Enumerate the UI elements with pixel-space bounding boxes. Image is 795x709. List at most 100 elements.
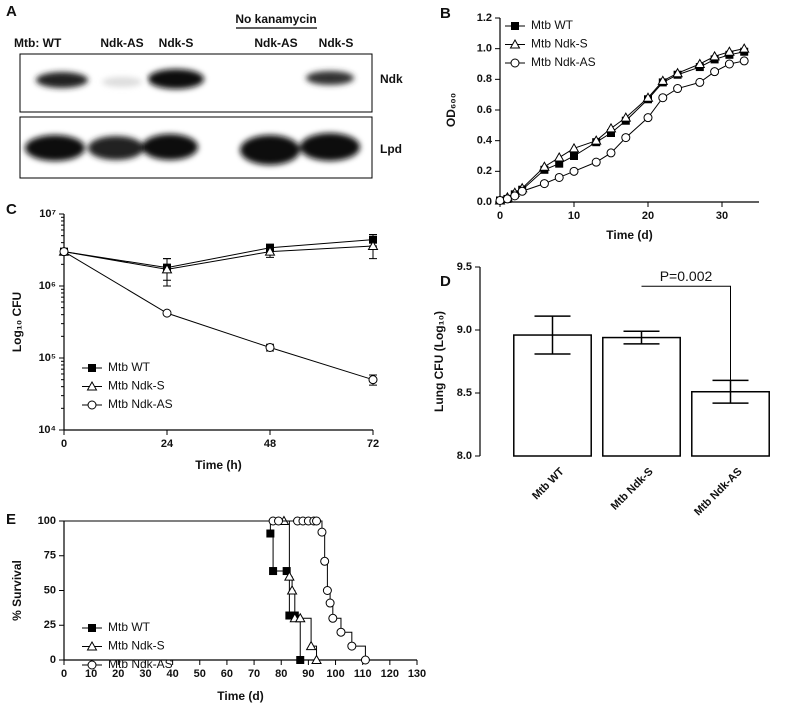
marker (510, 191, 520, 201)
x-axis-label: Time (h) (195, 458, 241, 472)
y-tick-label: 0 (50, 654, 56, 666)
error-bar (623, 330, 660, 345)
marker (539, 179, 549, 189)
marker (265, 342, 275, 352)
marker (539, 161, 550, 171)
significance-bracket (641, 285, 731, 381)
legend-label: Mtb WT (531, 18, 574, 32)
y-tick-label: 1.2 (477, 12, 492, 24)
y-tick-label: 10⁵ (39, 352, 56, 364)
band (25, 135, 85, 161)
legend-marker (87, 400, 97, 410)
marker (161, 263, 173, 274)
marker (336, 627, 346, 637)
lane-label: Ndk-S (319, 36, 354, 50)
series-line (499, 51, 745, 201)
panel-label: B (440, 5, 451, 22)
y-tick-label: 9.5 (457, 261, 472, 273)
y-tick-label: 25 (44, 619, 56, 631)
x-tick-label: 110 (354, 668, 372, 680)
series-line (63, 239, 374, 269)
marker (724, 59, 734, 69)
marker (495, 195, 505, 205)
marker (317, 527, 327, 537)
y-tick-label: 8.5 (457, 387, 472, 399)
x-tick-label: 10 (85, 668, 97, 680)
marker (568, 142, 580, 153)
legend-label: Mtb Ndk-S (108, 379, 165, 393)
marker (710, 67, 720, 77)
legend-label: Mtb Ndk-AS (531, 55, 596, 69)
y-tick-label: 0.0 (477, 196, 492, 208)
x-tick-label: 0 (497, 210, 503, 222)
y-tick-label: 0.2 (477, 165, 492, 177)
blot-panel: A Mtb: WT Ndk-AS Ndk-S No kanamycin Ndk-… (6, 3, 403, 179)
y-tick-label: 75 (44, 550, 56, 562)
marker (694, 58, 706, 68)
y-tick-label: 9.0 (457, 324, 472, 336)
marker (284, 571, 295, 581)
marker (274, 516, 284, 526)
x-tick-label: 120 (381, 668, 399, 680)
marker (282, 567, 291, 576)
y-tick-label: 0.8 (477, 73, 492, 85)
y-tick-label: 100 (38, 515, 56, 527)
x-tick-label: 40 (166, 668, 178, 680)
marker (367, 240, 379, 250)
marker (620, 112, 632, 122)
marker (311, 654, 322, 664)
marker (657, 75, 669, 85)
marker (325, 598, 335, 608)
marker (606, 148, 616, 158)
x-tick-label: 48 (264, 438, 276, 450)
marker (554, 172, 564, 182)
x-tick-label: Mtb Ndk-S (609, 466, 656, 513)
panel-label: D (440, 273, 451, 290)
marker (724, 46, 735, 56)
marker (739, 56, 749, 66)
marker (642, 92, 654, 102)
x-tick-label: Mtb Ndk-AS (692, 466, 745, 519)
x-tick-label: 60 (221, 668, 233, 680)
legend-label: Mtb Ndk-S (108, 639, 165, 653)
x-tick-label: 50 (194, 668, 206, 680)
x-tick-label: Mtb WT (530, 465, 567, 502)
y-axis-label: Log₁₀ CFU (10, 292, 24, 352)
x-tick-label: 24 (161, 438, 174, 450)
marker (709, 50, 720, 61)
marker (368, 375, 378, 385)
marker (502, 194, 512, 204)
marker (347, 641, 357, 651)
lane-label: Mtb: WT (14, 36, 62, 50)
y-tick-label: 10⁶ (39, 280, 56, 292)
x-tick-label: 0 (61, 668, 67, 680)
marker (162, 308, 172, 318)
x-tick-label: 10 (568, 210, 580, 222)
marker (569, 166, 579, 176)
annotation: P=0.002 (660, 268, 713, 284)
x-axis-label: Time (d) (217, 689, 263, 703)
legend-marker (88, 624, 96, 632)
x-tick-label: 30 (139, 668, 151, 680)
legend-label: Mtb Ndk-S (531, 37, 588, 51)
legend-marker (86, 380, 98, 391)
y-tick-label: 1.0 (477, 43, 492, 55)
marker (643, 113, 653, 123)
band (306, 71, 354, 85)
legend-marker (511, 22, 519, 30)
legend-marker (88, 364, 96, 372)
marker (570, 152, 578, 160)
row-label: Lpd (380, 142, 402, 156)
marker (360, 655, 370, 665)
y-tick-label: 8.0 (457, 450, 472, 462)
legend-marker (86, 640, 98, 651)
marker (738, 43, 750, 53)
marker (591, 157, 601, 167)
x-axis-label: Time (d) (606, 228, 652, 242)
series-line (63, 251, 374, 381)
x-tick-label: 100 (326, 668, 344, 680)
x-tick-label: 20 (642, 210, 654, 222)
marker (312, 516, 322, 526)
band (88, 136, 144, 160)
